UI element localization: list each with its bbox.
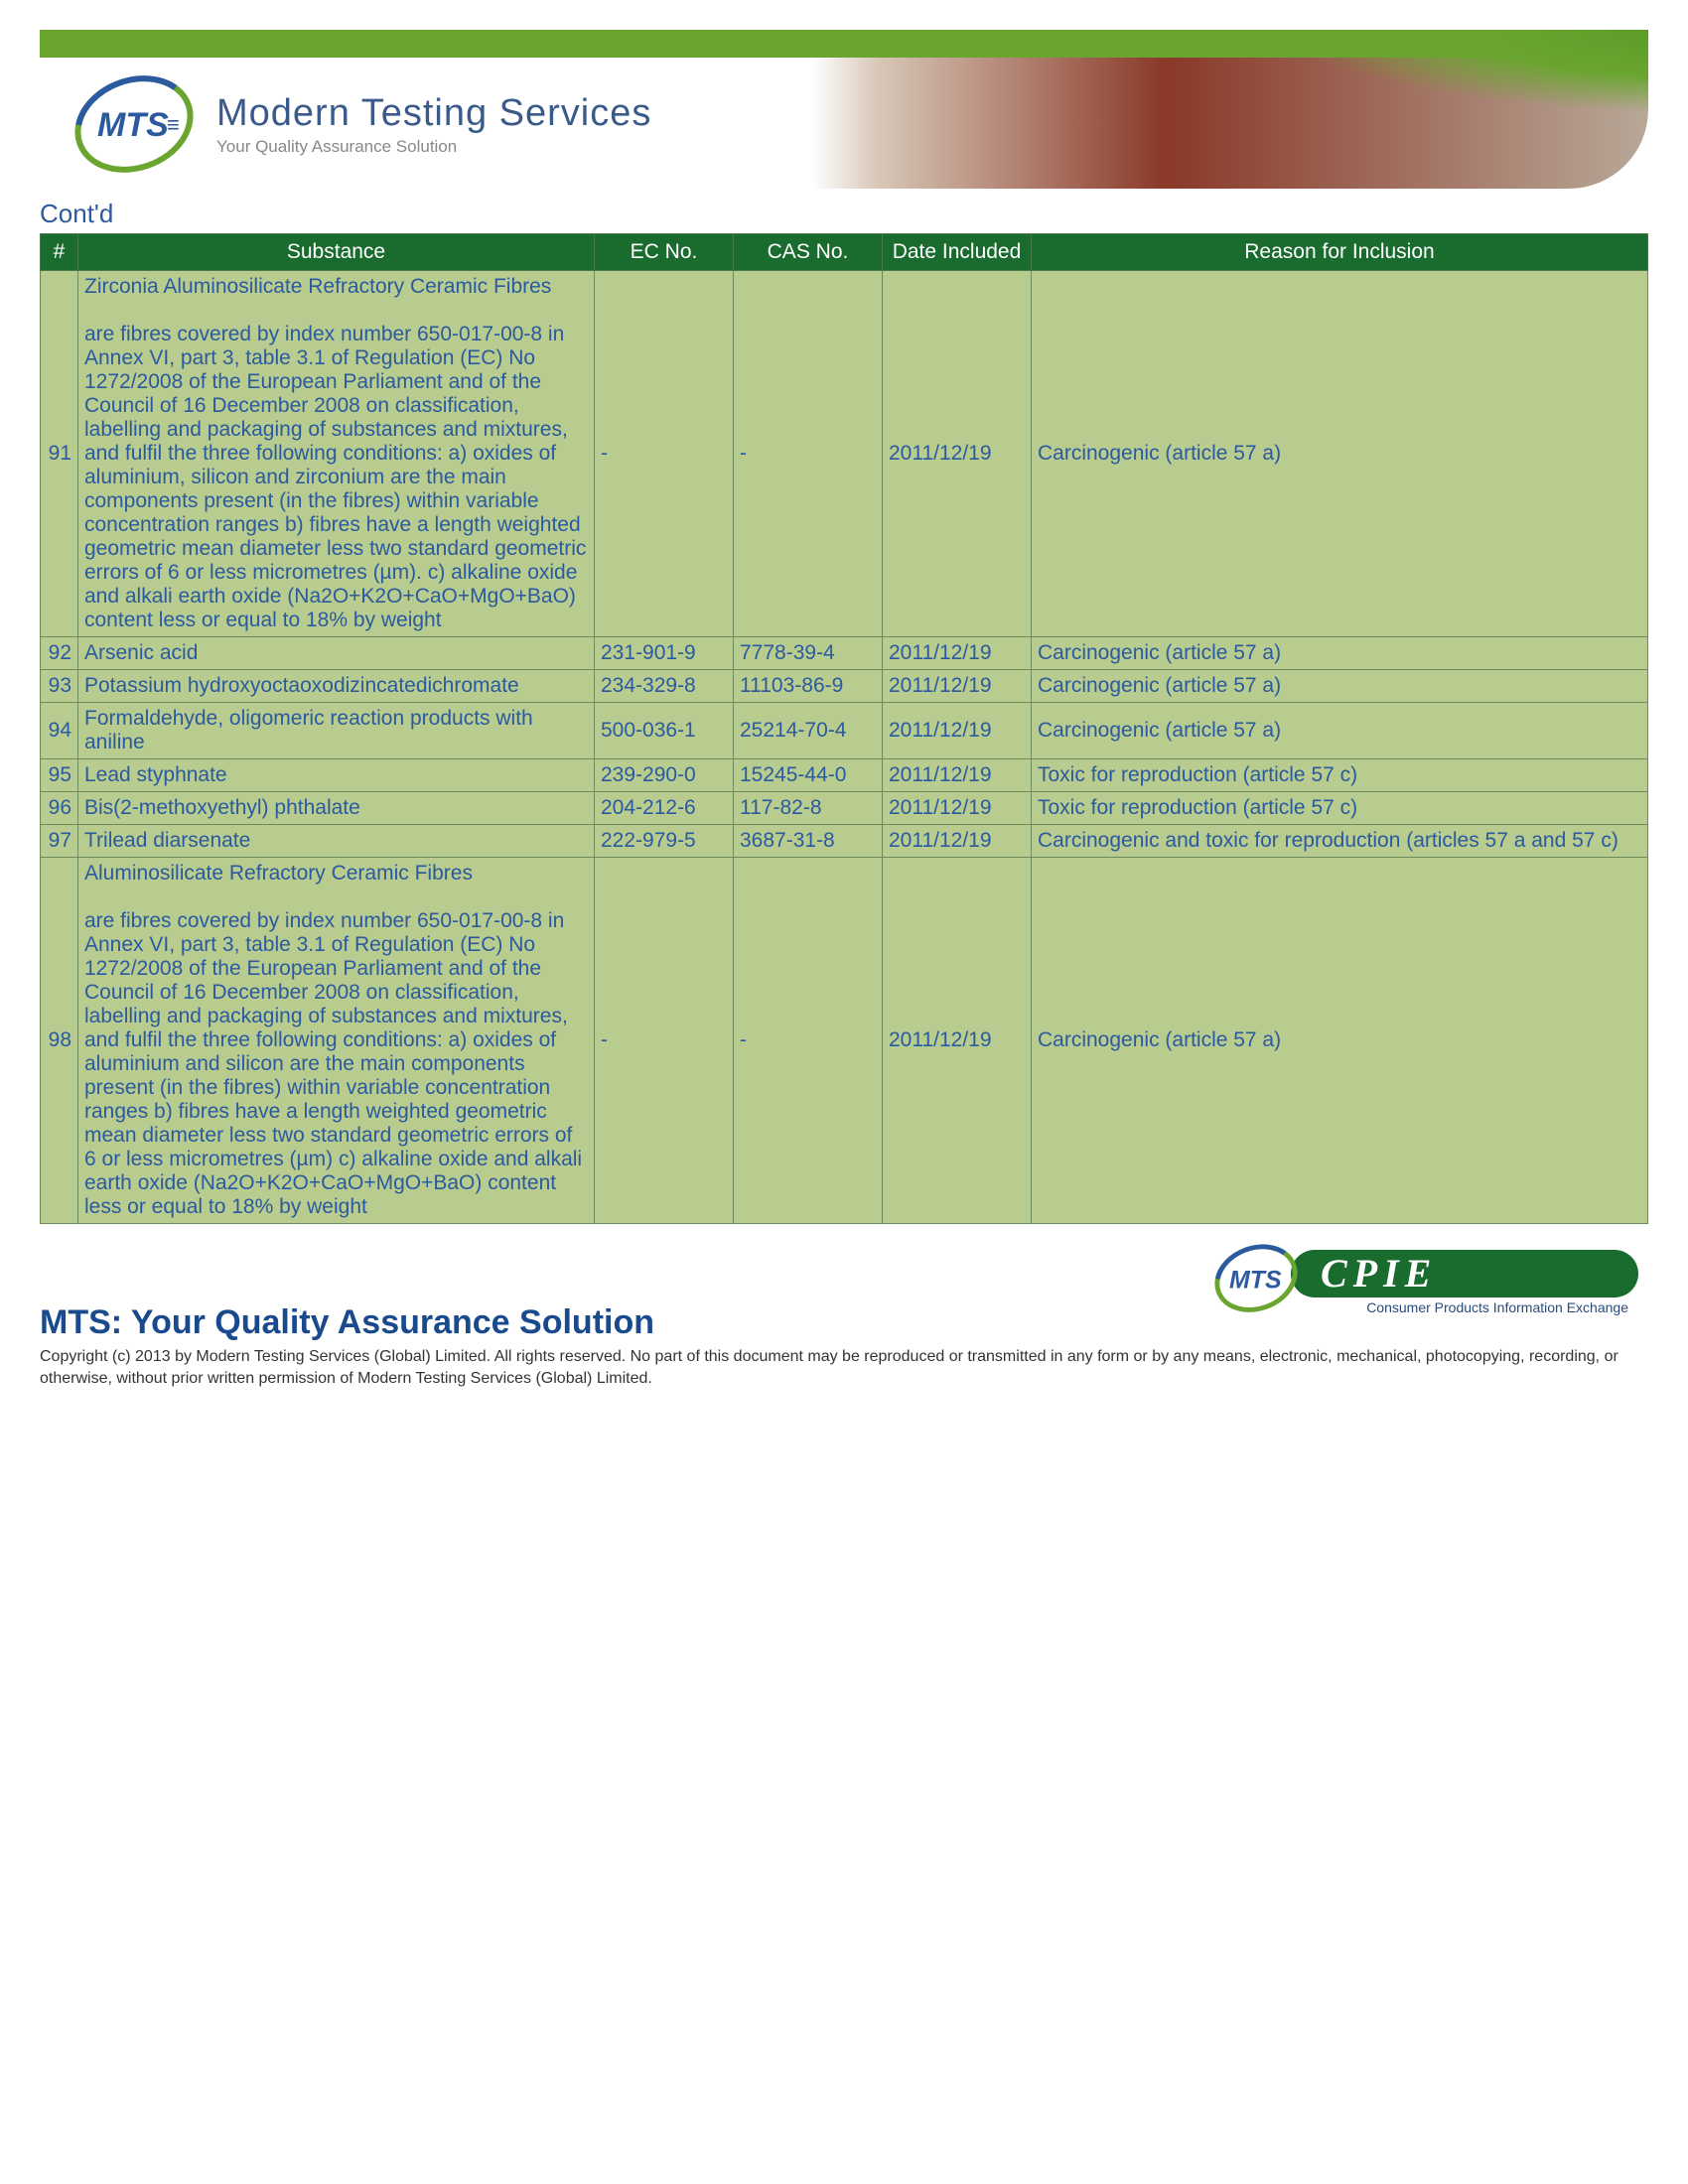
banner-swoosh — [894, 30, 1648, 189]
footer-logo-block: MTS CPIE Consumer Products Information E… — [1211, 1234, 1638, 1313]
cell-substance: Lead styphnate — [78, 759, 595, 792]
cell-date: 2011/12/19 — [883, 792, 1032, 825]
table-body: 91Zirconia Aluminosilicate Refractory Ce… — [41, 271, 1648, 1224]
cell-cas: - — [734, 271, 883, 637]
cell-ec: 234-329-8 — [595, 670, 734, 703]
cell-reason: Carcinogenic (article 57 a) — [1032, 858, 1648, 1224]
cell-cas: 25214-70-4 — [734, 703, 883, 759]
cell-cas: 11103-86-9 — [734, 670, 883, 703]
table-row: 93Potassium hydroxyoctaoxodizincatedichr… — [41, 670, 1648, 703]
cell-date: 2011/12/19 — [883, 670, 1032, 703]
table-header: # Substance EC No. CAS No. Date Included… — [41, 234, 1648, 271]
col-date-header: Date Included — [883, 234, 1032, 271]
logo-text: Modern Testing Services Your Quality Ass… — [216, 92, 651, 157]
cpie-main-text: CPIE — [1321, 1254, 1622, 1294]
cell-ec: 231-901-9 — [595, 637, 734, 670]
cell-date: 2011/12/19 — [883, 637, 1032, 670]
table-row: 98Aluminosilicate Refractory Ceramic Fib… — [41, 858, 1648, 1224]
cell-date: 2011/12/19 — [883, 858, 1032, 1224]
cell-num: 95 — [41, 759, 78, 792]
cell-date: 2011/12/19 — [883, 825, 1032, 858]
cell-ec: 222-979-5 — [595, 825, 734, 858]
cell-substance: Arsenic acid — [78, 637, 595, 670]
col-reason-header: Reason for Inclusion — [1032, 234, 1648, 271]
cell-num: 96 — [41, 792, 78, 825]
cell-reason: Carcinogenic (article 57 a) — [1032, 703, 1648, 759]
cell-ec: 239-290-0 — [595, 759, 734, 792]
cell-num: 93 — [41, 670, 78, 703]
cell-reason: Toxic for reproduction (article 57 c) — [1032, 792, 1648, 825]
cell-num: 92 — [41, 637, 78, 670]
mts-logo-icon: MTS ≡ — [70, 74, 199, 174]
cell-date: 2011/12/19 — [883, 703, 1032, 759]
cell-ec: - — [595, 271, 734, 637]
cell-reason: Carcinogenic (article 57 a) — [1032, 670, 1648, 703]
logo-block: MTS ≡ Modern Testing Services Your Quali… — [70, 74, 651, 174]
cell-substance: Formaldehyde, oligomeric reaction produc… — [78, 703, 595, 759]
svg-text:≡: ≡ — [167, 112, 180, 137]
cell-reason: Carcinogenic (article 57 a) — [1032, 271, 1648, 637]
cell-substance: Bis(2-methoxyethyl) phthalate — [78, 792, 595, 825]
cell-date: 2011/12/19 — [883, 759, 1032, 792]
cpie-sub-text: Consumer Products Information Exchange — [1366, 1299, 1628, 1315]
continued-label: Cont'd — [40, 199, 1648, 229]
cell-ec: - — [595, 858, 734, 1224]
table-row: 97Trilead diarsenate222-979-53687-31-820… — [41, 825, 1648, 858]
col-ec-header: EC No. — [595, 234, 734, 271]
substance-table: # Substance EC No. CAS No. Date Included… — [40, 233, 1648, 1224]
table-row: 94Formaldehyde, oligomeric reaction prod… — [41, 703, 1648, 759]
cell-cas: 15245-44-0 — [734, 759, 883, 792]
cell-num: 94 — [41, 703, 78, 759]
cell-substance: Trilead diarsenate — [78, 825, 595, 858]
col-num-header: # — [41, 234, 78, 271]
footer-mts-logo-icon: MTS — [1211, 1244, 1301, 1303]
cell-ec: 500-036-1 — [595, 703, 734, 759]
svg-text:MTS: MTS — [97, 106, 169, 144]
cell-cas: 7778-39-4 — [734, 637, 883, 670]
table-row: 91Zirconia Aluminosilicate Refractory Ce… — [41, 271, 1648, 637]
cell-num: 97 — [41, 825, 78, 858]
cell-reason: Carcinogenic (article 57 a) — [1032, 637, 1648, 670]
col-cas-header: CAS No. — [734, 234, 883, 271]
cell-cas: 3687-31-8 — [734, 825, 883, 858]
footer: MTS CPIE Consumer Products Information E… — [40, 1303, 1648, 1389]
table-row: 92Arsenic acid231-901-97778-39-42011/12/… — [41, 637, 1648, 670]
svg-text:MTS: MTS — [1229, 1266, 1282, 1294]
col-substance-header: Substance — [78, 234, 595, 271]
cell-num: 98 — [41, 858, 78, 1224]
cell-cas: 117-82-8 — [734, 792, 883, 825]
cell-cas: - — [734, 858, 883, 1224]
company-name: Modern Testing Services — [216, 92, 651, 135]
cell-substance: Zirconia Aluminosilicate Refractory Cera… — [78, 271, 595, 637]
cpie-badge: CPIE Consumer Products Information Excha… — [1291, 1250, 1638, 1297]
cell-ec: 204-212-6 — [595, 792, 734, 825]
table-row: 95Lead styphnate239-290-015245-44-02011/… — [41, 759, 1648, 792]
table-row: 96Bis(2-methoxyethyl) phthalate204-212-6… — [41, 792, 1648, 825]
header-banner: MTS ≡ Modern Testing Services Your Quali… — [40, 30, 1648, 189]
company-tagline: Your Quality Assurance Solution — [216, 137, 651, 157]
footer-copyright: Copyright (c) 2013 by Modern Testing Ser… — [40, 1346, 1648, 1389]
cell-substance: Potassium hydroxyoctaoxodizincatedichrom… — [78, 670, 595, 703]
cell-date: 2011/12/19 — [883, 271, 1032, 637]
cell-reason: Carcinogenic and toxic for reproduction … — [1032, 825, 1648, 858]
cell-reason: Toxic for reproduction (article 57 c) — [1032, 759, 1648, 792]
cell-num: 91 — [41, 271, 78, 637]
cell-substance: Aluminosilicate Refractory Ceramic Fibre… — [78, 858, 595, 1224]
